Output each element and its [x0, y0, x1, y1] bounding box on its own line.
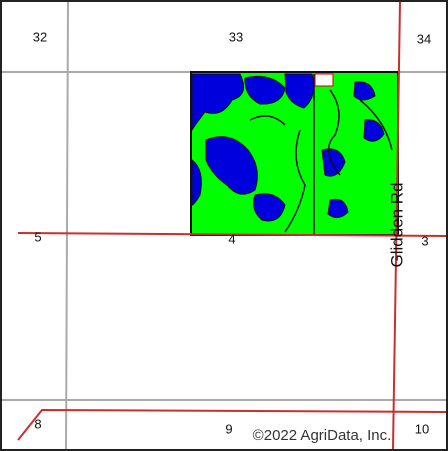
section-label: 5 [34, 229, 41, 244]
section-label: 4 [228, 231, 235, 246]
section-label: 34 [417, 31, 431, 46]
field [190, 71, 399, 236]
road-label: Glidden Rd [387, 182, 406, 267]
section-label: 3 [421, 233, 428, 248]
section-label: 32 [33, 29, 47, 44]
roads [17, 1, 447, 450]
copyright: ©2022 AgriData, Inc. [253, 427, 392, 444]
section-label: 9 [225, 421, 232, 436]
section-label: 33 [229, 29, 243, 44]
section-label: 8 [34, 416, 41, 431]
section-label: 10 [415, 421, 429, 436]
